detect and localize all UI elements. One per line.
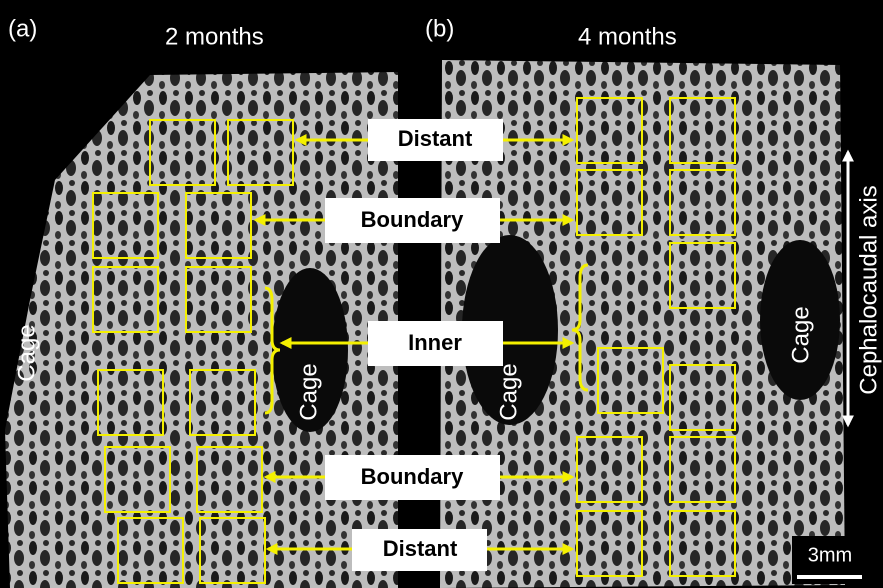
region-label: Inner: [408, 330, 462, 355]
panel-label: (b): [425, 15, 454, 42]
cage-label: Cage: [787, 306, 814, 363]
cage-label: Cage: [13, 324, 40, 381]
region-label: Boundary: [361, 207, 464, 232]
region-label: Distant: [398, 126, 473, 151]
figure: Distant Boundary Inner Boundary Distant …: [0, 0, 883, 588]
cage-label: Cage: [295, 363, 322, 420]
axis-label: Cephalocaudal axis: [855, 185, 882, 394]
scale-label: 3mm: [808, 544, 852, 566]
panel-label: (a): [8, 15, 37, 42]
panel-title: 4 months: [578, 23, 677, 50]
region-label: Distant: [383, 536, 458, 561]
panel-title: 2 months: [165, 23, 264, 50]
cage-label: Cage: [495, 363, 522, 420]
region-label: Boundary: [361, 464, 464, 489]
